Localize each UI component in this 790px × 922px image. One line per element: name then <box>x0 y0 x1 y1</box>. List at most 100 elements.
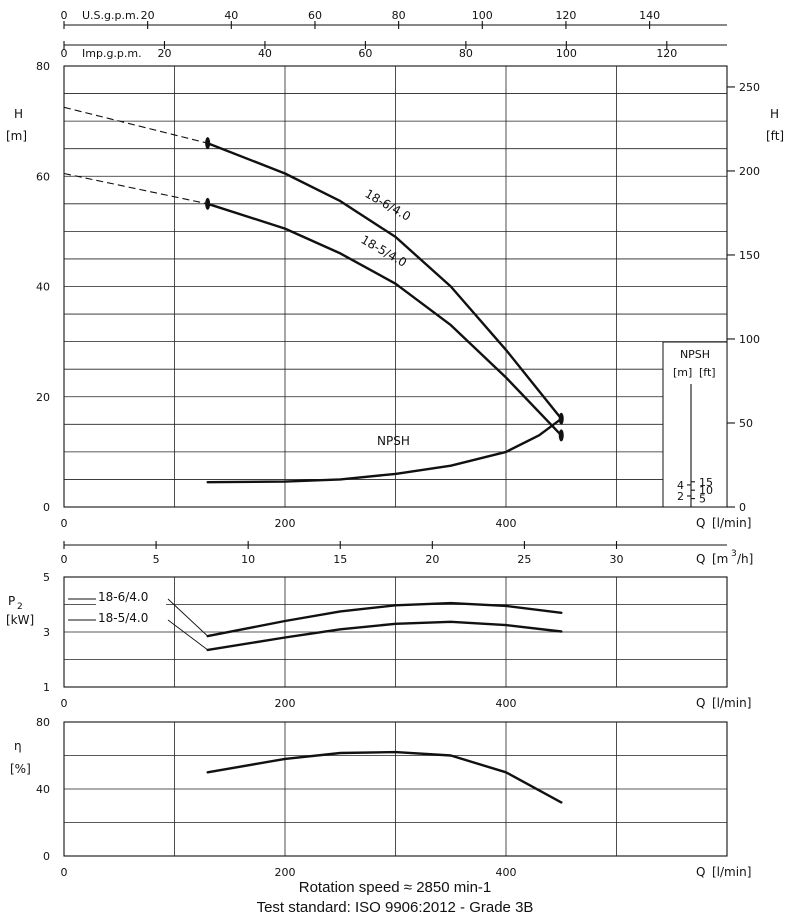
m3h-tick-label: 0 <box>61 553 68 566</box>
npsh-curve-label: NPSH <box>377 434 410 448</box>
head-curve-label-18-5: 18-5/4.0 <box>359 232 410 269</box>
head-y2unit: [ft] <box>766 129 784 143</box>
head-curve-label-18-6: 18-6/4.0 <box>363 186 414 223</box>
curve-18640-extrapolated <box>63 106 208 144</box>
usgpm-tick-label: 40 <box>224 9 238 22</box>
power-xtick: 400 <box>496 697 517 710</box>
head-ytick-ft: 50 <box>739 417 753 430</box>
npsh-inset-title: NPSH <box>680 348 710 361</box>
power-legend-label: 18-5/4.0 <box>98 611 148 625</box>
curve-end-marker <box>558 429 564 442</box>
curve-18540-extrapolated <box>63 172 208 205</box>
power-ytick: 1 <box>43 681 50 694</box>
npsh-ft-tick: 10 <box>699 484 713 497</box>
usgpm-tick-label: 0 <box>61 9 68 22</box>
power-legend-pointer <box>167 598 208 637</box>
npsh-curve <box>206 417 563 484</box>
power-legend-bg <box>96 610 166 626</box>
impgpm-tick-label: 60 <box>358 47 372 60</box>
impgpm-tick-label: 80 <box>459 47 473 60</box>
m3h-unit-prefix: [m <box>712 552 728 566</box>
m3h-unit-suffix: /h] <box>737 552 753 566</box>
head-ytick-ft: 150 <box>739 249 760 262</box>
power-legend-pointer <box>167 619 208 651</box>
npsh-m-tick: 4 <box>677 479 684 492</box>
npsh-inset-box <box>662 341 728 508</box>
head-y2label: H <box>770 107 779 121</box>
npsh-ft-tick: 15 <box>699 476 713 489</box>
impgpm-axis-label: Imp.g.p.m. <box>82 47 142 60</box>
impgpm-tick-label: 40 <box>258 47 272 60</box>
power-legend-bg <box>96 589 166 605</box>
head-ytick-ft: 100 <box>739 333 760 346</box>
power-xunit: [l/min] <box>712 696 751 710</box>
head-ytick-m: 20 <box>36 391 50 404</box>
m3h-tick-label: 15 <box>333 553 347 566</box>
head-ytick-m: 80 <box>36 60 50 73</box>
usgpm-tick-label: 100 <box>472 9 493 22</box>
head-xtick: 200 <box>275 517 296 530</box>
power-curve-18640 <box>206 601 563 638</box>
power-panel: 1 3 5 P 2[kW] 0 200 400 Q [l/min] 18-6/4.0 18-5/4.0 <box>6 571 751 710</box>
eff-xtick: 400 <box>496 866 517 879</box>
power-ytick: 3 <box>43 626 50 639</box>
curve-start-marker <box>205 197 211 210</box>
head-xtick: 400 <box>496 517 517 530</box>
head-xtick: 0 <box>61 517 68 530</box>
power-legend-label: 18-6/4.0 <box>98 590 148 604</box>
eff-yunit: [%] <box>10 762 31 776</box>
eff-xtick: 0 <box>61 866 68 879</box>
rotation-speed-note: Rotation speed ≈ 2850 min-1 <box>298 879 492 896</box>
head-yunit: [m] <box>6 129 27 143</box>
head-curve-18540 <box>206 202 563 437</box>
impgpm-tick-label: 100 <box>556 47 577 60</box>
flow-m3h-axis: 0 5 10 15 20 25 30 Q [m 3/h] <box>61 541 753 566</box>
head-ytick-ft: 200 <box>739 165 760 178</box>
impgpm-tick-label: 0 <box>61 47 68 60</box>
impgpm-tick-label: 120 <box>656 47 677 60</box>
npsh-inset-unit-ft: [ft] <box>699 366 716 379</box>
m3h-tick-label: 25 <box>517 553 531 566</box>
usgpm-tick-label: 20 <box>141 9 155 22</box>
eff-xtick: 200 <box>275 866 296 879</box>
head-xlabel: Q <box>696 516 705 530</box>
head-ytick-ft: 250 <box>739 81 760 94</box>
eff-ytick: 0 <box>43 850 50 863</box>
npsh-inset-unit-m: [m] <box>673 366 692 379</box>
usgpm-tick-label: 60 <box>308 9 322 22</box>
npsh-ft-tick: 5 <box>699 493 706 506</box>
eff-xunit: [l/min] <box>712 865 751 879</box>
power-xlabel: Q <box>696 696 705 710</box>
m3h-tick-label: 5 <box>153 553 160 566</box>
power-ylabel-sub: 2 <box>17 602 23 612</box>
eff-ylabel: η <box>14 739 22 753</box>
m3h-unit-sup: 3 <box>731 549 737 559</box>
eff-ytick: 40 <box>36 783 50 796</box>
head-ytick-m: 40 <box>36 281 50 294</box>
npsh-m-tick: 2 <box>677 490 684 503</box>
m3h-xlabel: Q <box>696 552 705 566</box>
usgpm-tick-label: 80 <box>392 9 406 22</box>
eff-xlabel: Q <box>696 865 705 879</box>
power-ylabel: P <box>8 594 15 608</box>
m3h-tick-label: 30 <box>610 553 624 566</box>
head-curve-18640 <box>206 142 563 420</box>
head-xunit: [l/min] <box>712 516 751 530</box>
efficiency-curve <box>206 750 563 804</box>
eff-ytick: 80 <box>36 716 50 729</box>
power-xtick: 0 <box>61 697 68 710</box>
usgpm-tick-label: 140 <box>639 9 660 22</box>
m3h-tick-label: 20 <box>425 553 439 566</box>
usgpm-axis-label: U.S.g.p.m. <box>82 9 139 22</box>
power-ytick: 5 <box>43 571 50 584</box>
curve-start-marker <box>205 137 211 150</box>
impgpm-tick-label: 20 <box>157 47 171 60</box>
power-curve-18540 <box>206 620 563 652</box>
head-ytick-m: 0 <box>43 501 50 514</box>
m3h-tick-label: 10 <box>241 553 255 566</box>
power-xtick: 200 <box>275 697 296 710</box>
power-yunit: [kW] <box>6 613 34 627</box>
usgpm-tick-label: 120 <box>555 9 576 22</box>
